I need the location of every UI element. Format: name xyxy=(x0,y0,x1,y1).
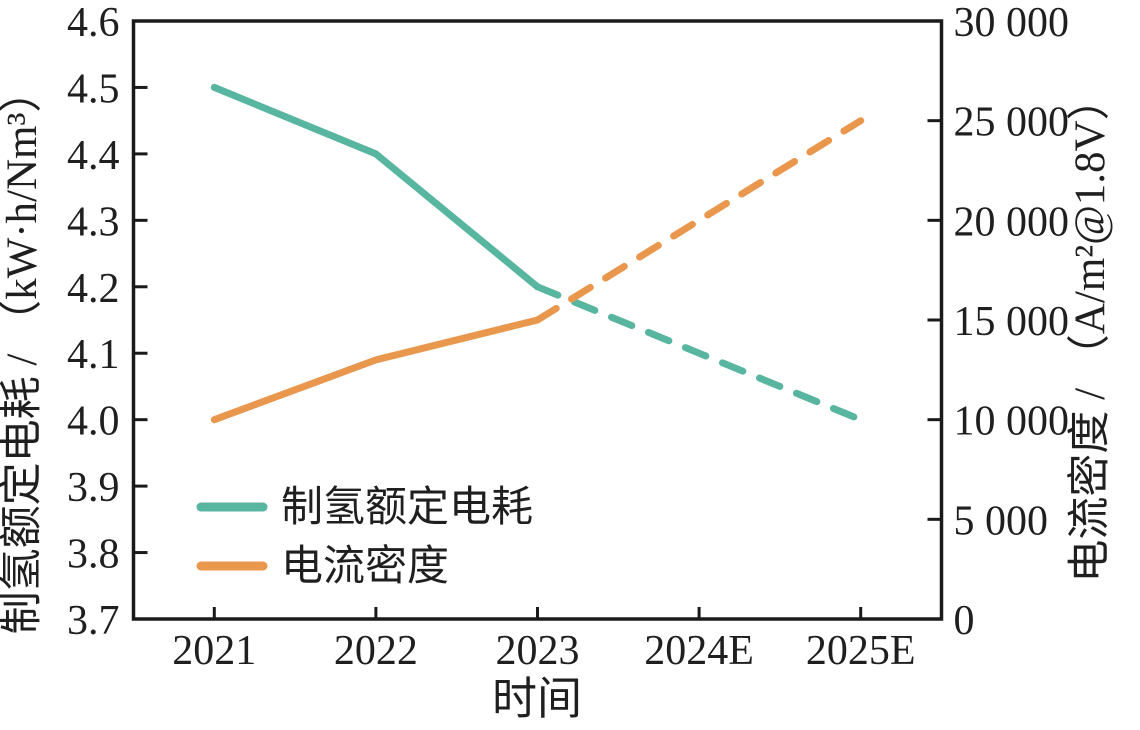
right-axis-tick-label: 10 000 xyxy=(954,399,1070,445)
left-axis-tick-label: 3.8 xyxy=(67,532,120,578)
left-axis-tick-label: 3.7 xyxy=(67,598,120,644)
x-axis-tick-label: 2021 xyxy=(172,628,256,674)
series-0-solid-line xyxy=(210,83,541,291)
y-axis-left-title: 制氢额定电耗 / （kW·h/Nm³） xyxy=(0,70,46,635)
x-axis-tick-label: 2025E xyxy=(806,628,916,674)
left-axis-tick-label: 4.0 xyxy=(67,399,120,445)
series-layer xyxy=(210,83,865,424)
right-axis-tick-label: 0 xyxy=(954,598,975,644)
legend: 制氢额定电耗 电流密度 xyxy=(196,484,533,590)
legend-label-power: 制氢额定电耗 xyxy=(281,484,533,531)
left-axis-tick-label: 4.6 xyxy=(67,0,120,46)
right-axis-tick-label: 30 000 xyxy=(954,0,1070,46)
axes-layer: 4.6 4.5 4.4 4.3 4.2 4.1 4.0 3.9 3.8 3.7 30 000 25 0… xyxy=(67,0,1069,674)
legend-label-current: 电流密度 xyxy=(281,543,449,590)
right-axis-tick-label: 5 000 xyxy=(954,498,1049,544)
right-axis-tick-label: 15 000 xyxy=(954,299,1070,345)
x-axis-tick-label: 2022 xyxy=(334,628,418,674)
y-axis-right-title: 电流密度 / （A/m²@1.8V） xyxy=(1066,77,1114,582)
series-1-dashed-line xyxy=(534,117,865,324)
x-axis-title: 时间 xyxy=(492,674,582,724)
left-axis-tick-label: 4.4 xyxy=(67,133,120,179)
x-axis-tick-label: 2023 xyxy=(496,628,580,674)
right-axis-tick-label: 20 000 xyxy=(954,199,1070,245)
series-1-solid-line xyxy=(210,316,541,424)
left-axis-tick-label: 3.9 xyxy=(67,465,120,511)
left-axis-tick-label: 4.3 xyxy=(67,199,120,245)
x-axis-tick-label: 2024E xyxy=(644,628,754,674)
left-axis-tick-label: 4.5 xyxy=(67,66,120,112)
series-0-dashed-line xyxy=(534,283,865,424)
right-axis-tick-label: 25 000 xyxy=(954,100,1070,146)
left-axis-tick-label: 4.1 xyxy=(67,332,120,378)
left-axis-tick-label: 4.2 xyxy=(67,266,120,312)
